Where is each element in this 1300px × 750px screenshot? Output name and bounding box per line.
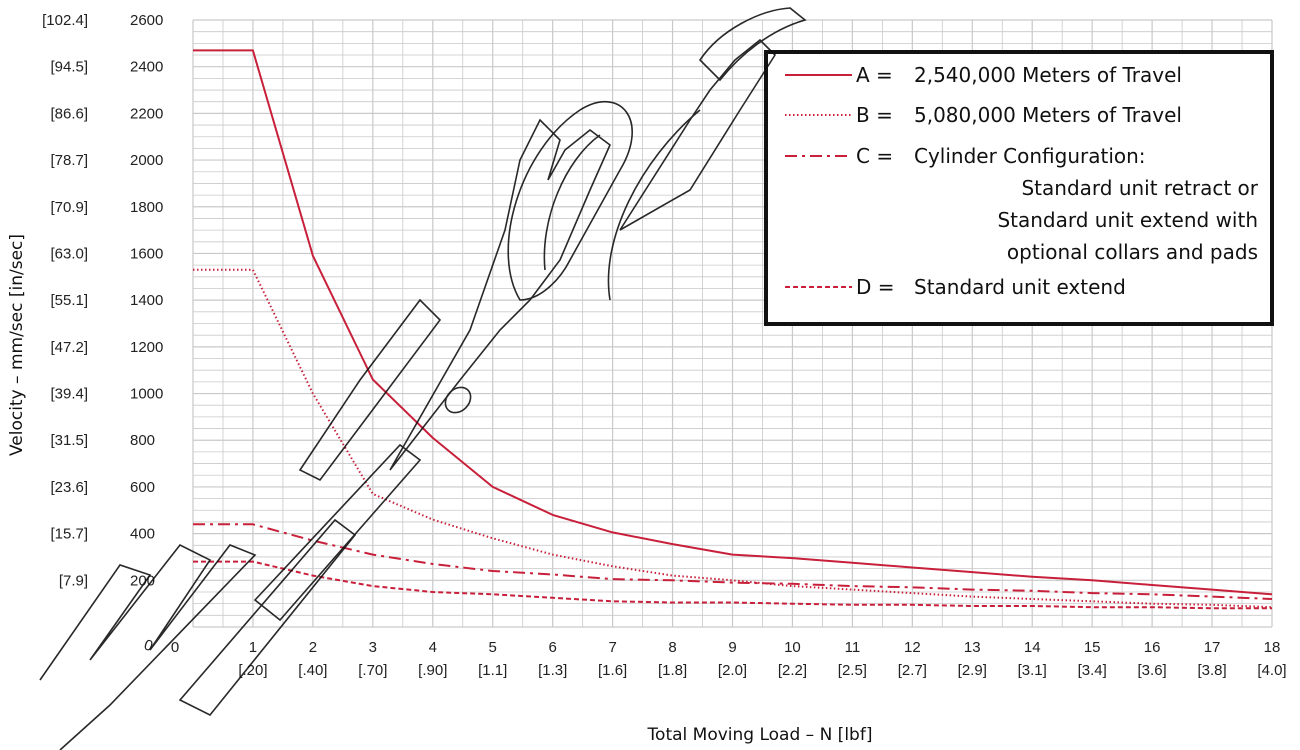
series-lines	[193, 49, 1273, 610]
y-tick-label: 2000	[130, 152, 163, 169]
legend-label-c: Cylinder Configuration:	[914, 144, 1146, 168]
y-tick-alt-label: [15.7]	[50, 526, 88, 543]
y-tick-label: 2200	[130, 105, 163, 122]
x-tick-label: 12	[904, 639, 921, 656]
x-tick-label: 11	[845, 639, 861, 656]
legend-label-c: Standard unit extend with	[997, 208, 1258, 232]
y-tick-alt-label: [94.5]	[50, 59, 88, 76]
legend-prefix-c: C =	[856, 144, 893, 168]
series-line-a	[193, 49, 1273, 596]
x-tick-sub-label: [2.7]	[898, 662, 927, 679]
y-tick-label: 600	[130, 479, 155, 496]
y-tick-label: 1000	[130, 386, 163, 403]
x-tick-sub-label: [2.2]	[778, 662, 807, 679]
y-tick-alt-label: [31.5]	[50, 432, 88, 449]
y-tick-label: 400	[130, 526, 155, 543]
x-tick-label: 10	[784, 639, 801, 656]
x-tick-label: 8	[668, 639, 676, 656]
x-tick-sub-label: [.90]	[418, 662, 447, 679]
legend-prefix-a: A =	[856, 63, 893, 87]
y-tick-alt-label: [78.7]	[50, 152, 88, 169]
x-tick-sub-label: [1.6]	[598, 662, 627, 679]
legend-label-c: Standard unit retract or	[1021, 176, 1258, 200]
x-axis-title: Total Moving Load – N [lbf]	[647, 725, 873, 745]
y-tick-alt-label: [47.2]	[50, 339, 88, 356]
series-line-c	[193, 523, 1273, 600]
y-tick-label: 800	[130, 432, 155, 449]
x-tick-sub-label: [1.3]	[538, 662, 567, 679]
watermark-outline-icon	[39, 7, 807, 750]
x-tick-label: 18	[1264, 639, 1281, 656]
x-tick-label: 1	[249, 639, 257, 656]
x-tick-sub-label: [4.0]	[1257, 662, 1286, 679]
grid	[192, 19, 1273, 628]
x-tick-label: 15	[1084, 639, 1101, 656]
x-tick-label: 16	[1144, 639, 1161, 656]
y-tick-alt-label: [63.0]	[50, 245, 88, 262]
x-tick-sub-label: [3.1]	[1018, 662, 1047, 679]
y-tick-alt-label: [70.9]	[50, 199, 88, 216]
x-tick-sub-label: [1.1]	[478, 662, 507, 679]
x-tick-label: 7	[608, 639, 616, 656]
y-tick-label: 1200	[130, 339, 163, 356]
x-tick-sub-label: [2.5]	[838, 662, 867, 679]
y-tick-alt-label: [86.6]	[50, 105, 88, 122]
x-tick-sub-label: [.20]	[238, 662, 267, 679]
legend: A = 2,540,000 Meters of Travel B = 5,080,00…	[764, 50, 1274, 326]
tick-labels: 0200[7.9]400[15.7]600[23.6]800[31.5]1000…	[42, 12, 1286, 679]
x-tick-label: 9	[728, 639, 736, 656]
x-tick-sub-label: [.40]	[298, 662, 327, 679]
legend-prefix-d: D =	[856, 275, 895, 299]
y-tick-label: 1600	[130, 245, 163, 262]
y-tick-alt-label: [102.4]	[42, 12, 88, 29]
x-tick-sub-label: [3.4]	[1078, 662, 1107, 679]
y-tick-label: 2600	[130, 12, 163, 29]
y-tick-alt-label: [23.6]	[50, 479, 88, 496]
y-tick-alt-label: [55.1]	[50, 292, 88, 309]
x-tick-label: 3	[369, 639, 377, 656]
y-axis-title: Velocity – mm/sec [in/sec]	[7, 234, 27, 456]
x-tick-label: 4	[429, 639, 437, 656]
x-tick-label: 17	[1204, 639, 1221, 656]
legend-label-c: optional collars and pads	[1007, 240, 1258, 264]
y-tick-alt-label: [7.9]	[59, 572, 88, 589]
x-tick-label: 14	[1024, 639, 1041, 656]
y-tick-label: 1400	[130, 292, 163, 309]
x-tick-sub-label: [1.8]	[658, 662, 687, 679]
y-tick-alt-label: [39.4]	[50, 386, 88, 403]
legend-prefix-b: B =	[856, 103, 893, 127]
x-tick-label: 6	[548, 639, 556, 656]
x-tick-label: 5	[489, 639, 497, 656]
x-tick-sub-label: [.70]	[358, 662, 387, 679]
legend-label-b: 5,080,000 Meters of Travel	[914, 103, 1182, 127]
y-tick-label: 1800	[130, 199, 163, 216]
legend-label-d: Standard unit extend	[914, 275, 1126, 299]
x-tick-label: 13	[964, 639, 981, 656]
x-tick-sub-label: [2.0]	[718, 662, 747, 679]
x-tick-sub-label: [3.8]	[1197, 662, 1226, 679]
y-tick-label: 2400	[130, 59, 163, 76]
x-tick-sub-label: [2.9]	[958, 662, 987, 679]
x-tick-label: 0	[171, 639, 179, 656]
x-tick-label: 2	[309, 639, 317, 656]
legend-label-a: 2,540,000 Meters of Travel	[914, 63, 1182, 87]
legend-box	[764, 50, 1274, 326]
x-tick-sub-label: [3.6]	[1138, 662, 1167, 679]
